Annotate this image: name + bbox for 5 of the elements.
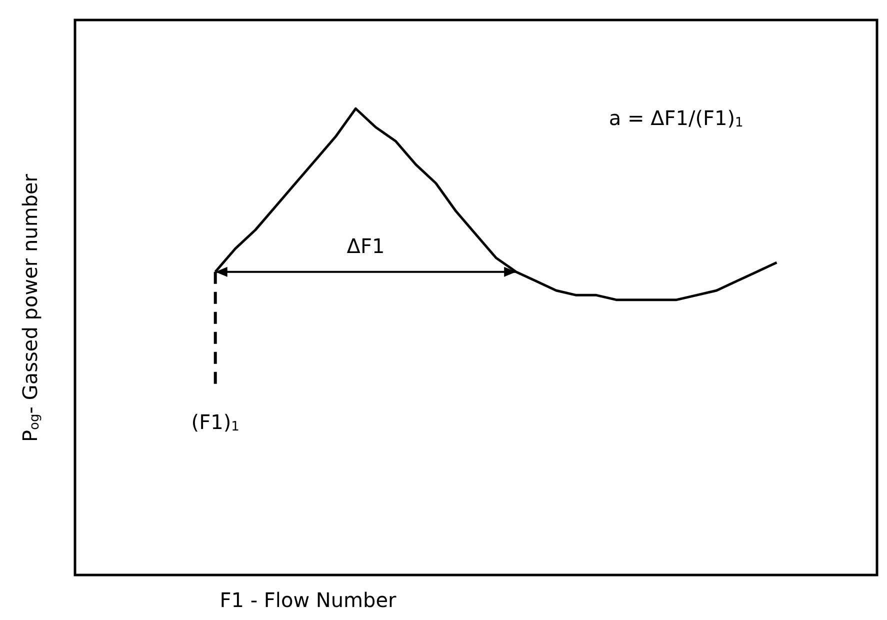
annotation: (F1)1: [191, 410, 240, 434]
y-axis-title: Pog- Gassed power number: [18, 173, 42, 442]
annotation: a = ΔF1/(F1)1: [608, 106, 744, 130]
annotation: ΔF1: [346, 234, 385, 258]
x-axis-title: F1 - Flow Number: [220, 588, 398, 612]
